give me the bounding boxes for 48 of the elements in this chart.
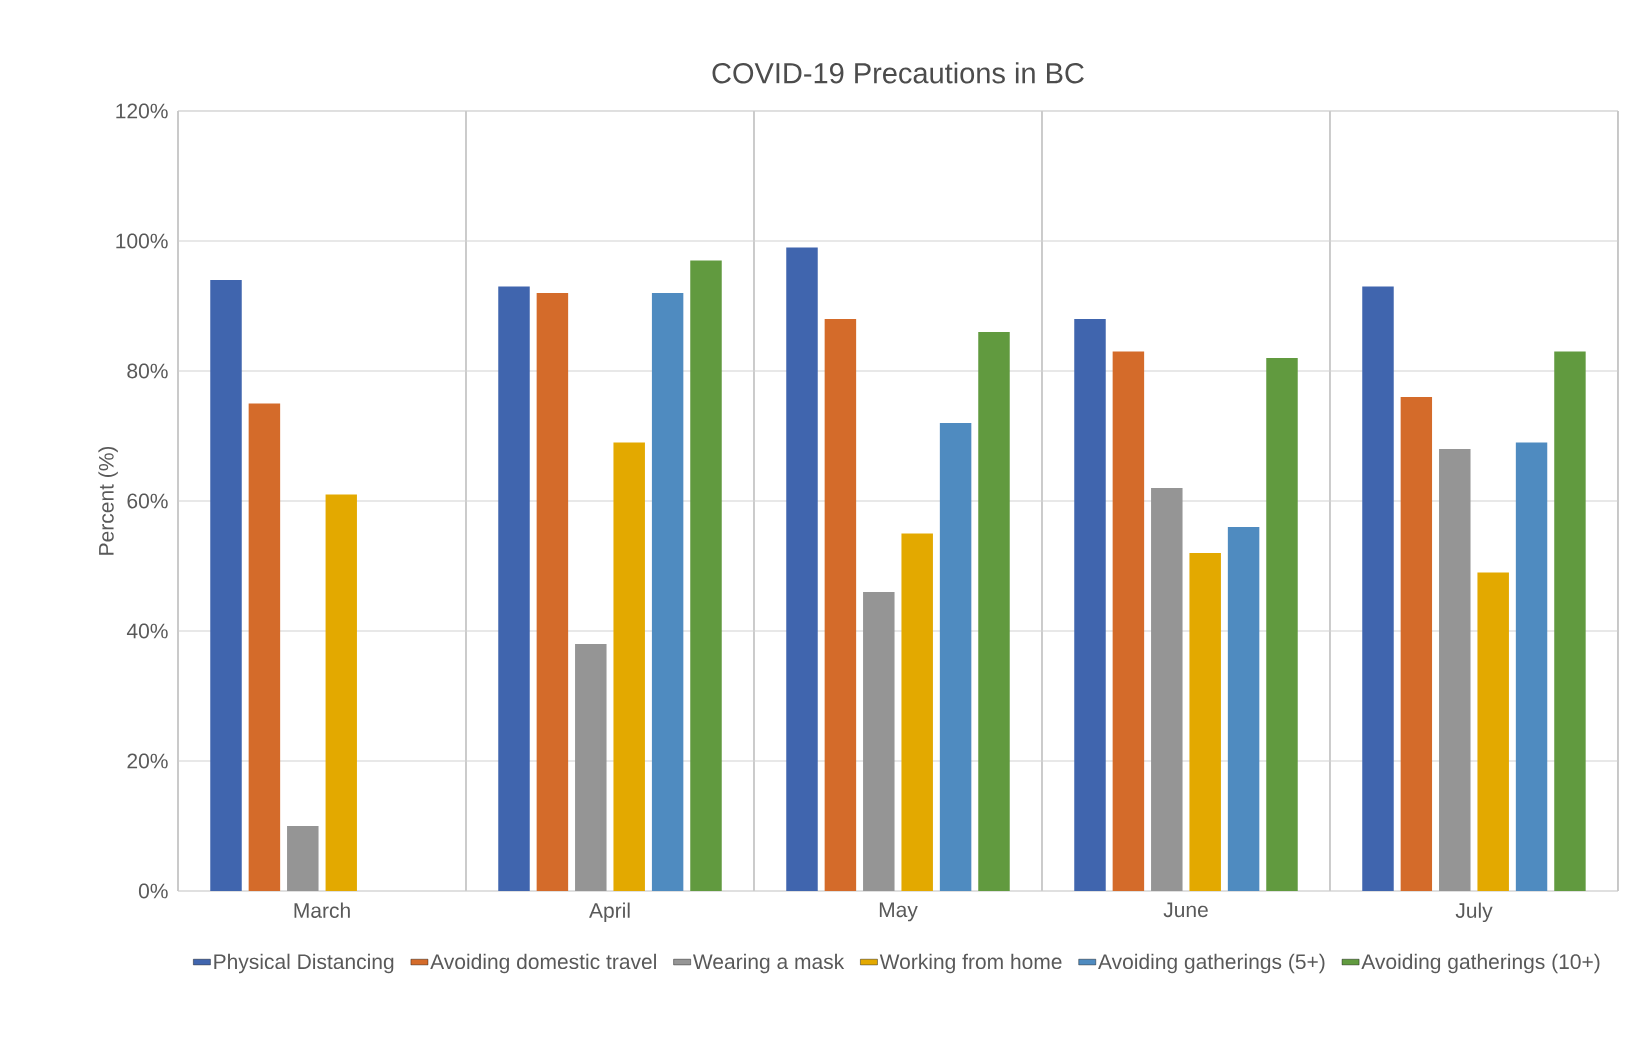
legend-label: Avoiding domestic travel: [430, 953, 656, 974]
y-tick-label: 40%: [126, 623, 168, 639]
y-tick-label: 20%: [127, 753, 168, 769]
x-tick-label: June: [1163, 902, 1208, 918]
bar: [1362, 286, 1394, 891]
legend-label: Physical Distancing: [214, 953, 394, 974]
legend-label: Avoiding gatherings (10+): [1361, 953, 1600, 974]
bar: [613, 442, 645, 891]
x-tick-label: May: [879, 902, 918, 922]
bar: [575, 644, 607, 891]
bar: [1554, 351, 1586, 891]
bar: [863, 592, 895, 891]
bar: [1227, 526, 1260, 891]
bar: [1074, 319, 1106, 891]
bar: [1477, 572, 1509, 891]
bar: [325, 494, 357, 891]
y-tick-label: 60%: [127, 493, 168, 509]
x-tick-label: March: [294, 902, 350, 918]
bar: [498, 286, 530, 891]
chart-title: COVID-19 Precautions in BC: [712, 62, 1084, 84]
bar: [1439, 449, 1471, 891]
bar: [536, 293, 569, 891]
bar: [1515, 442, 1548, 891]
x-tick-label: April: [589, 902, 630, 923]
legend-label: Avoiding gatherings (5+): [1098, 953, 1325, 974]
bar: [978, 331, 1010, 891]
y-tick-label: 100%: [116, 233, 168, 249]
y-tick-label: 80%: [127, 363, 168, 379]
bar: [248, 403, 281, 891]
legend-label: Working from home: [879, 953, 1062, 974]
bar: [901, 533, 933, 891]
bar: [939, 423, 972, 891]
y-tick-label: 0%: [138, 883, 168, 899]
bar: [1189, 553, 1221, 891]
y-tick-label: 120%: [116, 103, 168, 119]
bar: [1112, 351, 1145, 891]
bar: [210, 279, 242, 891]
bar: [1151, 488, 1183, 891]
bar: [1266, 358, 1298, 891]
bar: [287, 826, 319, 891]
x-tick-label: July: [1455, 902, 1493, 923]
bar: [651, 293, 684, 891]
bar: [1400, 396, 1433, 891]
y-axis-title: Percent (%): [98, 446, 118, 555]
legend-label: Wearing a mask: [692, 953, 845, 974]
bar: [690, 260, 722, 891]
bar: [786, 247, 818, 891]
bar: [824, 319, 857, 891]
